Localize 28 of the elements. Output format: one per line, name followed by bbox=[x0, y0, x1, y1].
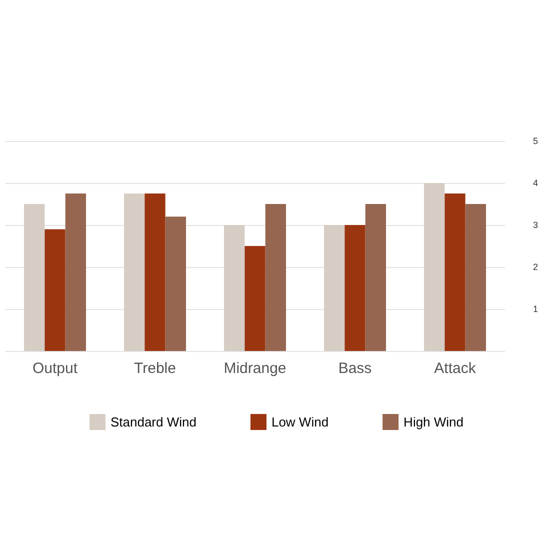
bar bbox=[444, 194, 466, 351]
legend-label: Low Wind bbox=[271, 414, 329, 430]
y-tick-label: 2 bbox=[533, 262, 538, 272]
bar bbox=[244, 246, 266, 351]
bar bbox=[44, 229, 66, 351]
x-tick-label: Bass bbox=[338, 360, 372, 377]
bar bbox=[465, 204, 486, 351]
bar bbox=[24, 204, 45, 351]
y-tick-label: 1 bbox=[533, 304, 538, 314]
bar bbox=[365, 204, 386, 351]
x-tick-label: Output bbox=[32, 360, 78, 377]
bar bbox=[344, 225, 366, 351]
bar bbox=[265, 204, 286, 351]
legend-label: Standard Wind bbox=[110, 414, 196, 430]
y-tick-label: 3 bbox=[533, 220, 538, 230]
bar bbox=[165, 216, 186, 351]
x-tick-label: Midrange bbox=[224, 360, 286, 377]
x-tick-label: Attack bbox=[434, 360, 476, 377]
bar bbox=[324, 225, 345, 351]
y-tick-label: 4 bbox=[533, 178, 538, 188]
bar bbox=[65, 194, 86, 351]
y-tick-label: 5 bbox=[533, 136, 538, 146]
bar bbox=[124, 194, 145, 351]
bar bbox=[424, 183, 445, 351]
x-tick-label: Treble bbox=[134, 360, 176, 377]
bar bbox=[144, 194, 166, 351]
bar bbox=[224, 225, 245, 351]
legend-label: High Wind bbox=[404, 414, 464, 430]
